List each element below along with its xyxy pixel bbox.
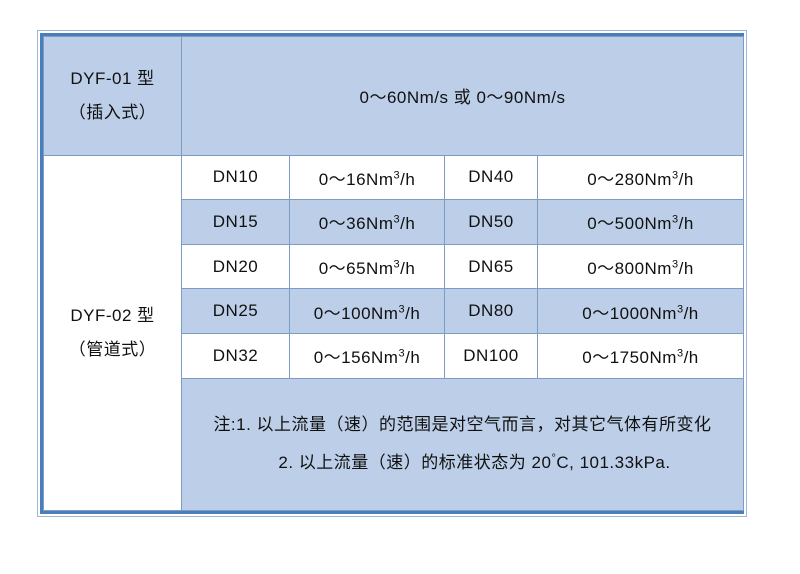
table-row: DN15 0～36Nm3/h DN50 0～500Nm3/h [44,199,744,245]
cell-dn-large: DN40 [444,154,538,201]
cell-range-small: 0～36Nm3/h [289,199,445,245]
range-value: 0～100Nm [313,303,399,323]
cell-range-small: 0～16Nm3/h [289,154,445,201]
range-unit-tail: /h [405,348,421,368]
cell-dn-large: DN80 [444,288,538,335]
range-unit-tail: /h [678,214,694,234]
range-value: 0～800Nm [587,259,672,279]
cell-dn-large: DN100 [444,333,538,379]
note-line-2: 2. 以上流量（速）的标准状态为 20°C, 101.33kPa. [182,444,743,482]
cell-notes: 注:1. 以上流量（速）的范围是对空气而言，对其它气体有所变化 2. 以上流量（… [181,377,744,512]
range-exponent: 3 [671,169,679,182]
range-exponent: 3 [398,347,406,360]
range-exponent: 3 [393,169,401,182]
cell-range-large: 0～1750Nm3/h [537,333,744,379]
range-value: 0～280Nm [587,169,672,189]
table-row: DN25 0～100Nm3/h DN80 0～1000Nm3/h [44,288,744,335]
spec-table-frame: DYF-01 型 （插入式） 0～60Nm/s 或 0～90Nm/s DYF-0… [40,33,744,514]
range-unit-tail: /h [683,348,699,368]
model-pipe-line2: （管道式） [68,339,157,359]
model-insert-line1: DYF-01 型 [70,68,155,88]
cell-range-small: 0～65Nm3/h [289,243,445,290]
range-value: 0～156Nm [313,348,399,368]
cell-dn-small: DN25 [181,288,290,335]
note-2-text: 2. 以上流量（速）的标准状态为 20 [278,453,552,473]
table-row-header: DYF-01 型 （插入式） 0～60Nm/s 或 0～90Nm/s [43,36,744,156]
range-exponent: 3 [676,303,684,316]
range-unit-tail: /h [400,169,416,189]
range-exponent: 3 [393,258,401,271]
cell-dn-small: DN15 [181,199,290,245]
range-exponent: 3 [676,347,684,360]
cell-velocity-range: 0～60Nm/s 或 0～90Nm/s [181,36,744,156]
range-unit-tail: /h [678,259,694,279]
model-insert-line2: （插入式） [68,102,157,122]
cell-range-large: 0～800Nm3/h [537,243,744,290]
range-exponent: 3 [671,258,679,271]
spec-table: DYF-01 型 （插入式） 0～60Nm/s 或 0～90Nm/s DYF-0… [43,36,744,512]
spec-table-outer-frame: DYF-01 型 （插入式） 0～60Nm/s 或 0～90Nm/s DYF-0… [37,30,747,517]
degree-symbol: ° [551,452,557,465]
cell-dn-small: DN20 [181,243,290,290]
table-row: DN20 0～65Nm3/h DN65 0～800Nm3/h [44,243,744,290]
table-row: DN32 0～156Nm3/h DN100 0～1750Nm3/h [44,333,744,379]
range-value: 0～1000Nm [582,303,677,323]
table-row: DYF-02 型 （管道式） DN10 0～16Nm3/h DN40 0～280… [43,154,744,511]
cell-range-small: 0～100Nm3/h [289,288,445,335]
range-value: 0～1750Nm [582,348,677,368]
range-exponent: 3 [398,303,406,316]
cell-dn-large: DN50 [444,199,538,245]
range-exponent: 3 [393,213,401,226]
range-value: 0～65Nm [318,259,394,279]
note-2-tail: C, 101.33kPa. [556,453,671,473]
cell-range-large: 0～1000Nm3/h [537,288,744,335]
table-row-notes: 注:1. 以上流量（速）的范围是对空气而言，对其它气体有所变化 2. 以上流量（… [44,377,744,512]
range-value: 0～36Nm [318,214,394,234]
range-unit-tail: /h [405,303,421,323]
range-unit-tail: /h [683,303,699,323]
range-value: 0～500Nm [587,214,672,234]
note-line-1: 注:1. 以上流量（速）的范围是对空气而言，对其它气体有所变化 [213,415,712,435]
cell-dn-small: DN32 [181,333,290,379]
cell-model-insert: DYF-01 型 （插入式） [43,36,182,156]
cell-range-large: 0～280Nm3/h [537,154,744,201]
cell-model-pipe: DYF-02 型 （管道式） [43,154,182,511]
cell-range-large: 0～500Nm3/h [537,199,744,245]
range-unit-tail: /h [400,259,416,279]
cell-dn-large: DN65 [444,243,538,290]
model-pipe-line1: DYF-02 型 [70,305,155,325]
range-value: 0～16Nm [318,169,394,189]
cell-dn-small: DN10 [181,154,290,201]
range-exponent: 3 [671,213,679,226]
range-unit-tail: /h [400,214,416,234]
range-unit-tail: /h [678,169,694,189]
cell-range-small: 0～156Nm3/h [289,333,445,379]
